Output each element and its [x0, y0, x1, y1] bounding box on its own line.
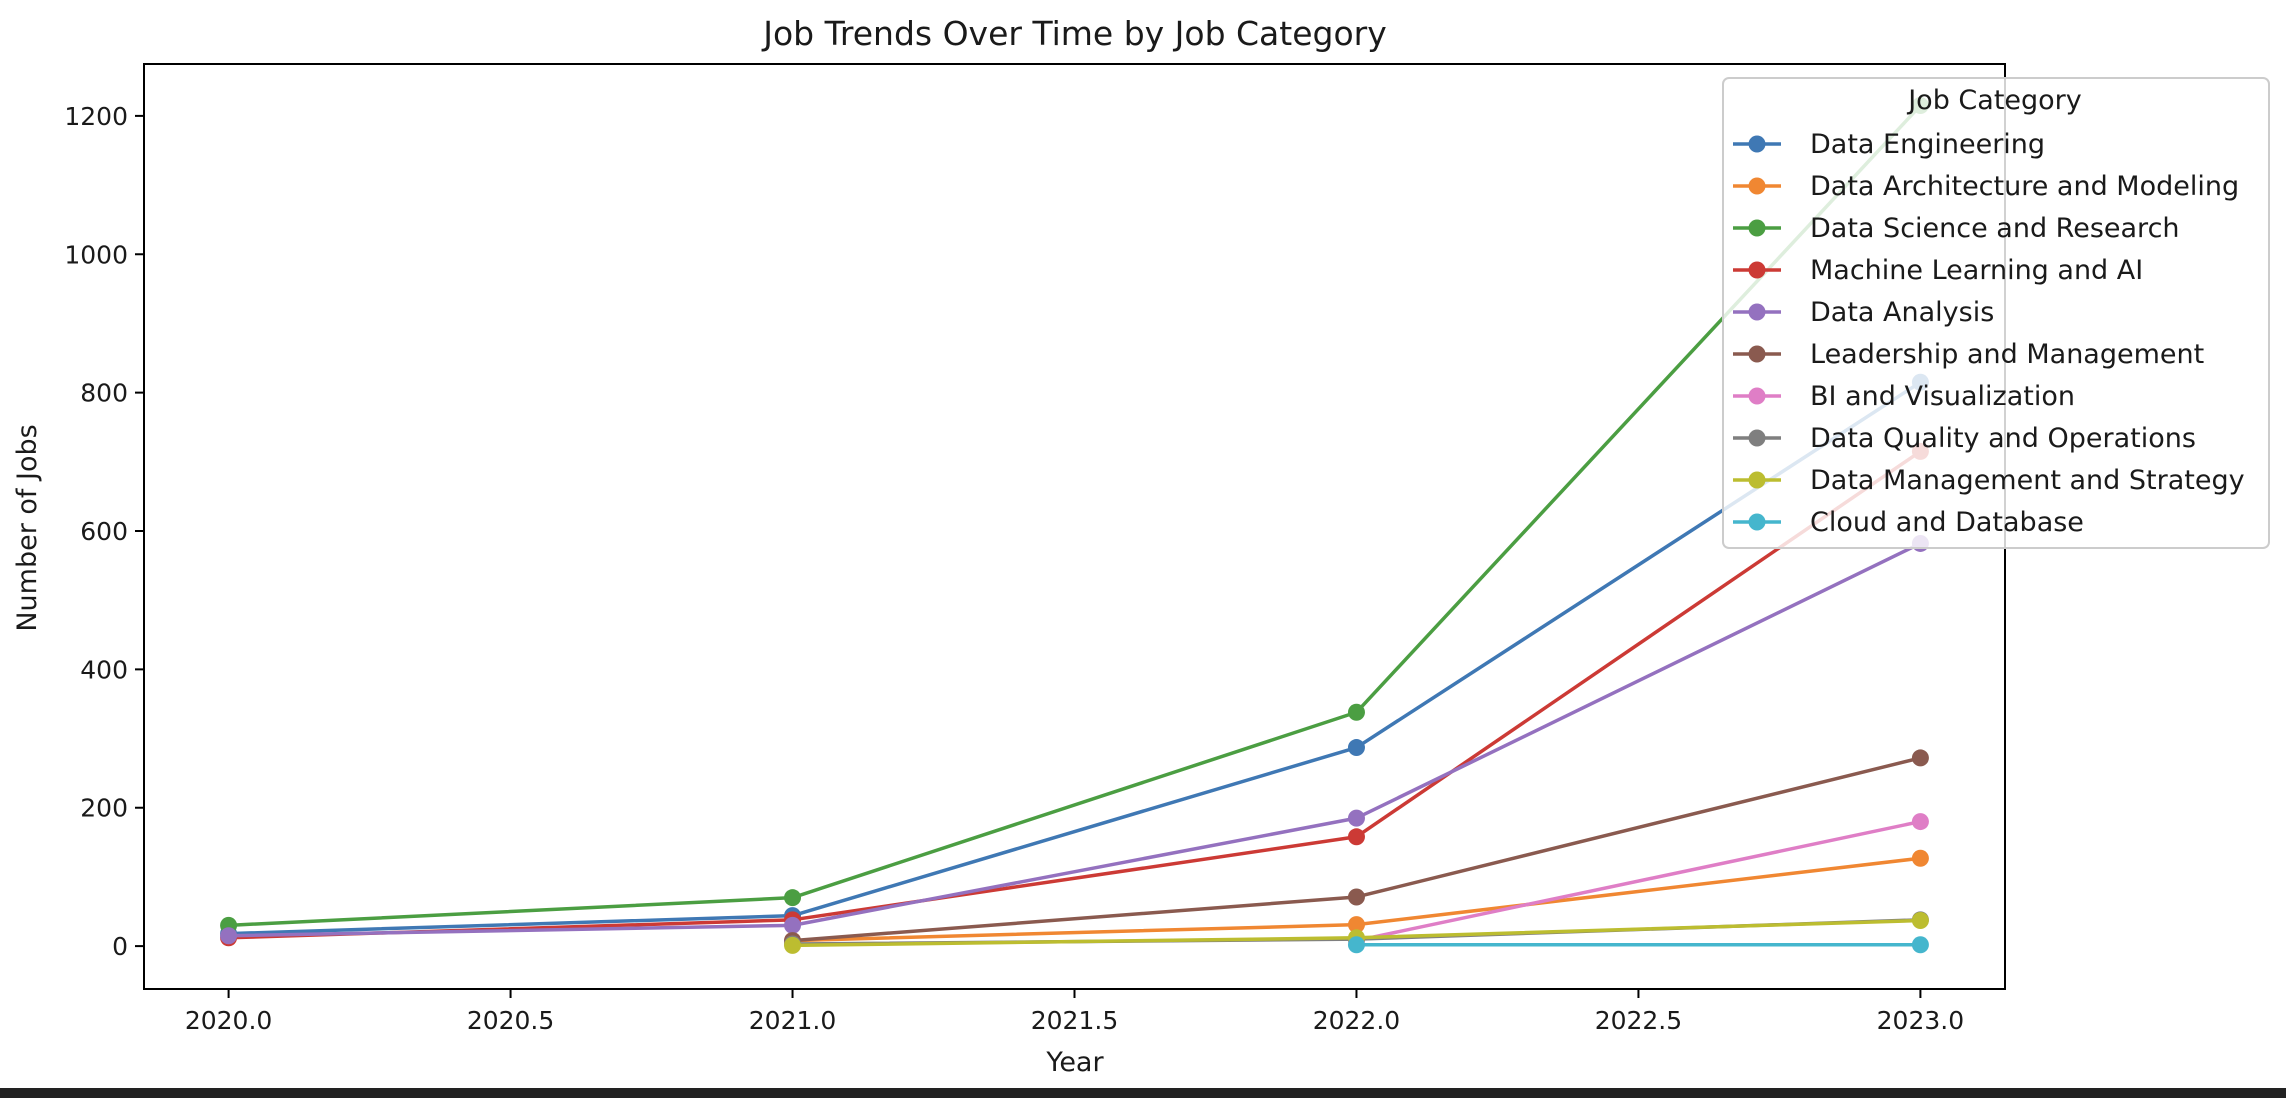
- series-line: [228, 449, 1922, 940]
- y-tick-label: 200: [80, 794, 128, 823]
- series-line: [1356, 819, 1921, 943]
- series-line: [228, 541, 1922, 938]
- window-bottom-edge: [0, 1088, 2286, 1098]
- data-point: [1911, 813, 1929, 831]
- legend-item: Data Architecture and Modeling: [1733, 171, 2239, 202]
- legend-label: Data Architecture and Modeling: [1810, 171, 2239, 202]
- x-tick-label: 2021.5: [1031, 1006, 1118, 1035]
- legend-item: Cloud and Database: [1733, 507, 2084, 538]
- y-tick-label: 1000: [64, 240, 128, 269]
- data-point: [220, 927, 238, 945]
- legend-title: Job Category: [1906, 85, 2082, 116]
- legend-label: Data Engineering: [1810, 129, 2045, 160]
- data-point: [1911, 912, 1929, 930]
- x-axis-label: Year: [1045, 1047, 1104, 1078]
- data-point: [1911, 849, 1929, 867]
- data-point: [1347, 739, 1365, 757]
- legend-marker: [1748, 177, 1766, 195]
- legend-marker: [1748, 429, 1766, 447]
- data-point: [784, 936, 802, 954]
- legend-marker: [1748, 135, 1766, 153]
- x-tick-label: 2022.5: [1595, 1006, 1682, 1035]
- chart-title: Job Trends Over Time by Job Category: [761, 14, 1387, 53]
- data-point: [1347, 828, 1365, 846]
- series-line: [228, 104, 1922, 928]
- data-point: [1347, 809, 1365, 827]
- legend-marker: [1748, 387, 1766, 405]
- legend-item: Data Analysis: [1733, 297, 1994, 328]
- legend-label: Cloud and Database: [1810, 507, 2084, 538]
- x-tick-label: 2020.0: [185, 1006, 272, 1035]
- x-tick-label: 2020.5: [467, 1006, 554, 1035]
- legend-item: Data Engineering: [1733, 129, 2045, 160]
- legend-item: Leadership and Management: [1733, 339, 2204, 370]
- series-data-analysis: [220, 534, 1929, 945]
- data-point: [784, 889, 802, 907]
- legend-label: Leadership and Management: [1810, 339, 2204, 370]
- y-axis-label: Number of Jobs: [12, 424, 43, 631]
- x-tick-label: 2022.0: [1313, 1006, 1400, 1035]
- data-point: [784, 916, 802, 934]
- series-lines: [220, 97, 1929, 954]
- legend-item: Data Science and Research: [1733, 213, 2180, 244]
- data-point: [1347, 916, 1365, 934]
- series-cloud-and-database: [1347, 936, 1929, 954]
- x-tick-label: 2023.0: [1877, 1006, 1964, 1035]
- legend-label: Machine Learning and AI: [1810, 255, 2143, 286]
- legend-label: Data Science and Research: [1810, 213, 2180, 244]
- legend-marker: [1748, 471, 1766, 489]
- x-tick-label: 2021.0: [749, 1006, 836, 1035]
- data-point: [1911, 936, 1929, 954]
- series-data-engineering: [220, 373, 1929, 943]
- y-tick-label: 1200: [64, 102, 128, 131]
- legend: Job Category Data Engineering Data Archite…: [1722, 77, 2270, 549]
- legend-box: [1722, 77, 2270, 549]
- legend-marker: [1748, 513, 1766, 531]
- data-point: [1347, 703, 1365, 721]
- data-point: [1911, 749, 1929, 767]
- legend-label: Data Quality and Operations: [1810, 423, 2196, 454]
- y-tick-label: 0: [112, 932, 128, 961]
- data-point: [1347, 888, 1365, 906]
- y-tick-label: 400: [80, 655, 128, 684]
- y-tick-label: 800: [80, 379, 128, 408]
- axes: 2020.0 2020.5 2021.0 2021.5 2022.0 2022.5 2023…: [64, 63, 2006, 1035]
- series-data-science-and-research: [220, 97, 1929, 934]
- y-tick-label: 600: [80, 517, 128, 546]
- series-line: [228, 380, 1922, 936]
- legend-item: Data Management and Strategy: [1733, 465, 2245, 496]
- legend-item: Machine Learning and AI: [1733, 255, 2143, 286]
- legend-label: Data Management and Strategy: [1810, 465, 2245, 496]
- legend-label: Data Analysis: [1810, 297, 1994, 328]
- legend-item: BI and Visualization: [1733, 381, 2075, 412]
- legend-marker: [1748, 345, 1766, 363]
- legend-marker: [1748, 261, 1766, 279]
- legend-marker: [1748, 219, 1766, 237]
- legend-item: Data Quality and Operations: [1733, 423, 2196, 454]
- legend-marker: [1748, 303, 1766, 321]
- data-point: [1347, 936, 1365, 954]
- series-line: [792, 756, 1921, 943]
- legend-label: BI and Visualization: [1810, 381, 2075, 412]
